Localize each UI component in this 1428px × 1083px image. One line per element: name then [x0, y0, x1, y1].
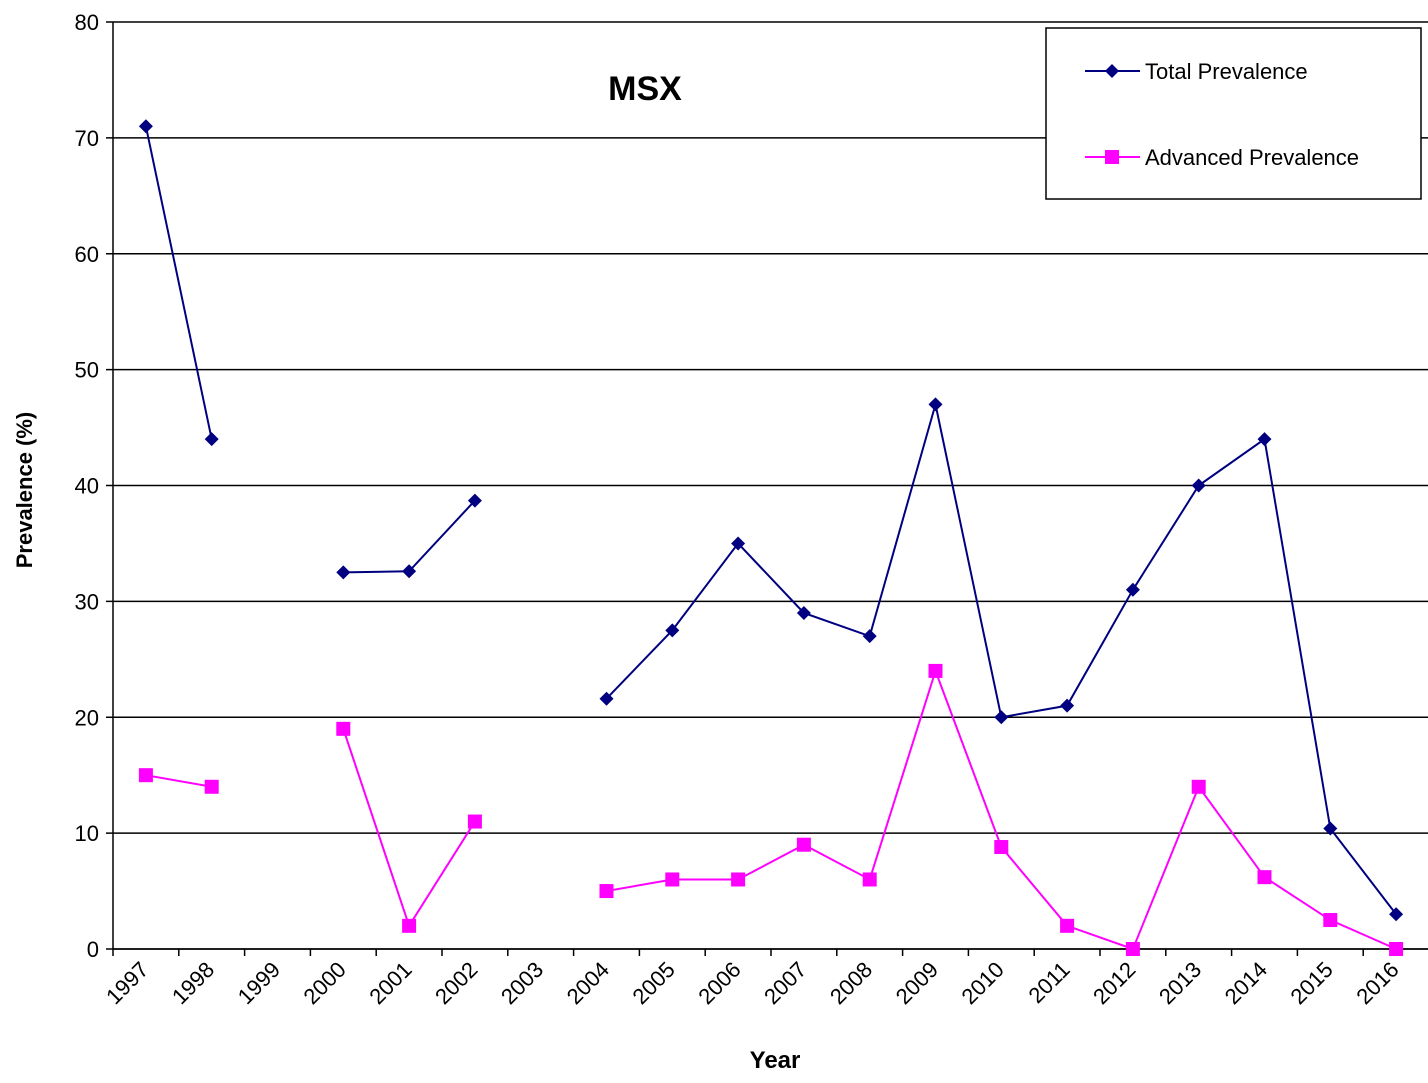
marker [665, 872, 680, 887]
marker [1060, 698, 1075, 713]
marker [1060, 918, 1075, 933]
y-tick-label: 70 [75, 126, 99, 151]
marker [336, 721, 351, 736]
x-tick-label: 2007 [759, 957, 811, 1009]
series-line [144, 126, 1397, 915]
y-tick-label: 30 [75, 589, 99, 614]
y-tick-label: 80 [75, 10, 99, 35]
marker [796, 837, 811, 852]
marker [862, 872, 877, 887]
marker [204, 779, 219, 794]
marker [1389, 907, 1404, 922]
marker [204, 432, 219, 447]
x-tick-label: 2016 [1351, 957, 1403, 1009]
legend-label: Total Prevalence [1145, 59, 1308, 84]
chart-title: MSX [608, 70, 682, 108]
y-axis-label: Prevalence (%) [12, 412, 37, 569]
marker [1257, 870, 1272, 885]
marker [1323, 821, 1338, 836]
x-tick-label: 2002 [430, 957, 482, 1009]
x-tick-label: 2000 [299, 957, 351, 1009]
marker [467, 814, 482, 829]
marker [1125, 582, 1140, 597]
x-tick-label: 2012 [1088, 957, 1140, 1009]
y-tick-label: 60 [75, 242, 99, 267]
series-line [145, 667, 1397, 951]
marker [731, 872, 746, 887]
y-tick-label: 20 [75, 705, 99, 730]
marker [1191, 779, 1206, 794]
marker [928, 397, 943, 412]
marker [796, 605, 811, 620]
marker [467, 493, 482, 508]
marker [138, 768, 153, 783]
y-tick-label: 0 [87, 937, 99, 962]
legend-marker [1105, 150, 1119, 164]
marker [1125, 942, 1140, 956]
x-axis-label: Year [750, 1047, 801, 1074]
marker [1191, 478, 1206, 493]
marker [402, 564, 417, 579]
x-tick-label: 2009 [891, 957, 943, 1009]
marker [994, 840, 1009, 855]
x-tick-label: 2003 [496, 957, 548, 1009]
legend-label: Advanced Prevalence [1145, 145, 1359, 170]
x-tick-label: 1998 [167, 957, 219, 1009]
marker [599, 691, 614, 706]
x-tick-label: 2014 [1220, 957, 1272, 1009]
marker [928, 663, 943, 678]
y-tick-label: 40 [75, 474, 99, 499]
legend-marker [1105, 64, 1119, 78]
legend-box [1045, 27, 1422, 200]
marker [1257, 432, 1272, 447]
x-tick-label: 2006 [693, 957, 745, 1009]
x-tick-label: 1997 [101, 957, 153, 1009]
y-tick-label: 10 [75, 821, 99, 846]
x-tick-label: 2011 [1024, 957, 1075, 1008]
marker [402, 918, 417, 933]
x-tick-label: 2001 [364, 957, 416, 1009]
x-tick-label: 2013 [1154, 957, 1206, 1009]
x-tick-label: 1999 [233, 957, 285, 1009]
marker [665, 623, 680, 638]
marker [862, 629, 877, 644]
x-tick-label: 2004 [562, 957, 614, 1009]
x-tick-label: 2015 [1286, 957, 1338, 1009]
marker [994, 710, 1009, 725]
marker [138, 119, 153, 134]
x-tick-label: 2008 [825, 957, 877, 1009]
marker [1323, 913, 1338, 928]
y-tick-label: 50 [75, 358, 99, 383]
x-tick-label: 2005 [628, 957, 680, 1009]
marker [731, 536, 746, 551]
x-tick-label: 2010 [957, 957, 1009, 1009]
marker [1389, 942, 1404, 956]
marker [336, 565, 351, 580]
marker [599, 884, 614, 899]
